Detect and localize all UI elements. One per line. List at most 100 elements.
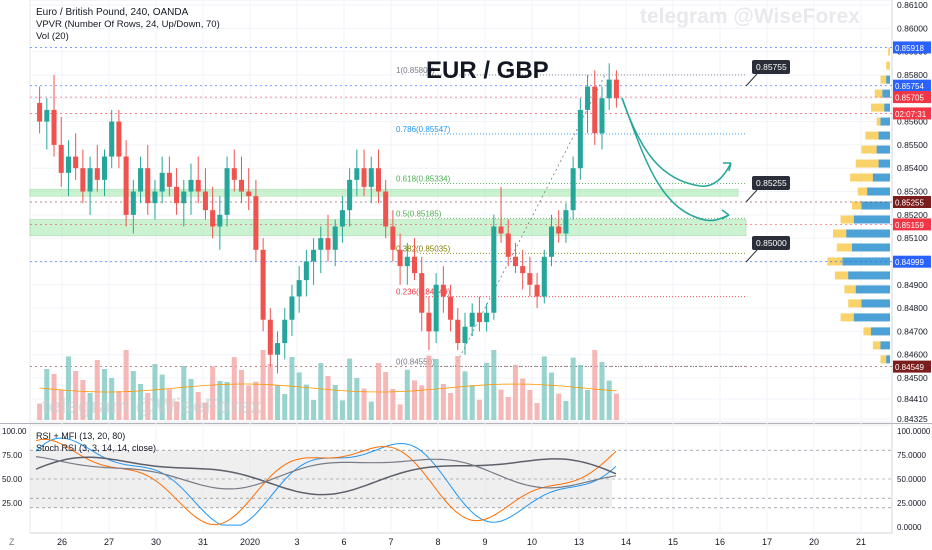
volume-bar [51,374,57,420]
x-tick-label: 26 [57,537,67,547]
volume-bar [152,364,158,420]
vpvr-row [861,145,890,154]
x-tick-label: 10 [527,537,537,547]
volume-label: Vol (20) [36,31,69,42]
vpvr-row-up [861,201,890,210]
volume-bar [339,400,345,420]
x-tick-label: 20 [809,537,819,547]
callout-box[interactable] [752,176,790,190]
vpvr-row-up [846,229,890,238]
candle-body [238,179,245,192]
vpvr-row-up [884,103,890,112]
vpvr-row [850,173,890,182]
timezone-z-button[interactable]: Z [9,537,15,547]
candle-body [592,86,598,134]
y-tick-label: 0.86100 [897,0,928,10]
mfi-line [35,456,617,490]
y-tick-label: 0.85200 [897,210,928,220]
osc-left-tick: 50.00 [2,475,23,484]
vpvr-row [865,131,890,140]
candle-body [527,273,533,285]
candle-body [217,214,223,227]
volume-bar [130,371,136,420]
volume-bar [375,363,381,420]
volume-bar [166,389,172,420]
candle-body [354,168,360,180]
price-tag-text: 0.85918 [895,44,924,53]
vpvr-row-up [878,131,890,140]
candle-body [556,226,562,234]
callout-text: 0.85000 [756,238,787,248]
candle-body [181,191,187,204]
volume-bar [138,384,144,420]
candle-body [188,179,194,192]
volume-bar [109,378,115,420]
y-tick-label: 0.85100 [897,233,928,243]
volume-bar [303,384,309,420]
volume-bar [426,355,432,420]
callout-box[interactable] [752,60,790,74]
vpvr-row-up [886,75,890,84]
price-tag-text: 0.84999 [895,258,924,267]
vpvr-row-up [852,243,890,252]
candle-body [361,168,367,187]
callout-box[interactable] [752,236,790,250]
candle-body [448,296,454,320]
candle-body [87,168,93,192]
vpvr-row-up [878,159,890,168]
volume-bar [613,393,619,420]
volume-bar [174,401,180,420]
candle-body [505,233,511,257]
x-tick-label: 31 [198,537,208,547]
watermark-top: telegram @WiseForex [640,5,860,28]
vpvr-row-up [886,355,890,364]
candle-body [80,168,86,192]
candle-body [202,191,208,211]
volume-bar [238,370,245,420]
volume-bar [390,389,396,420]
price-panel[interactable] [29,0,893,423]
candle-body [476,312,482,323]
candle-body [455,319,461,344]
price-tag-box [893,91,931,104]
candle-body [577,109,583,169]
osc-left-tick: 100.00 [2,427,27,436]
volume-bar [570,357,576,420]
candle-body [275,343,281,355]
candle-body [296,280,302,297]
x-tick-label: 21 [856,537,866,547]
candle-body [37,102,43,122]
candle-body [260,249,266,320]
vpvr-row-up [876,145,890,154]
candle-body [347,179,353,211]
volume-bar [44,369,50,420]
price-tag-box [893,79,931,92]
volume-bar [253,381,259,420]
volume-bar [267,364,273,420]
candle-body [433,284,439,332]
candle-body [563,210,569,234]
watermark-bottom: telegram @WiseForex [42,395,262,418]
price-tag-text: 0.85255 [895,199,924,208]
volume-bar [282,394,288,420]
candle-body [390,226,396,250]
callout-text: 0.85755 [756,62,787,72]
y-tick-label: 0.84500 [897,373,928,383]
projection-arrow-up[interactable] [621,97,732,187]
volume-bar [541,356,547,420]
candle-body [548,226,555,257]
candle-body [404,256,410,267]
volume-bar [202,402,208,420]
candle-body [534,284,540,297]
price-tag-box [893,107,931,120]
price-tag-text: 0.84549 [895,363,924,372]
osc-left-tick: 25.00 [2,499,23,508]
candle-body [130,191,136,215]
vpvr-row-up [882,89,890,98]
volume-bar [556,393,562,420]
candle-body [303,261,309,281]
x-tick-label: 16 [715,537,725,547]
candle-body [73,156,79,169]
candle-body [426,312,432,332]
projection-arrow-down[interactable] [621,97,730,222]
